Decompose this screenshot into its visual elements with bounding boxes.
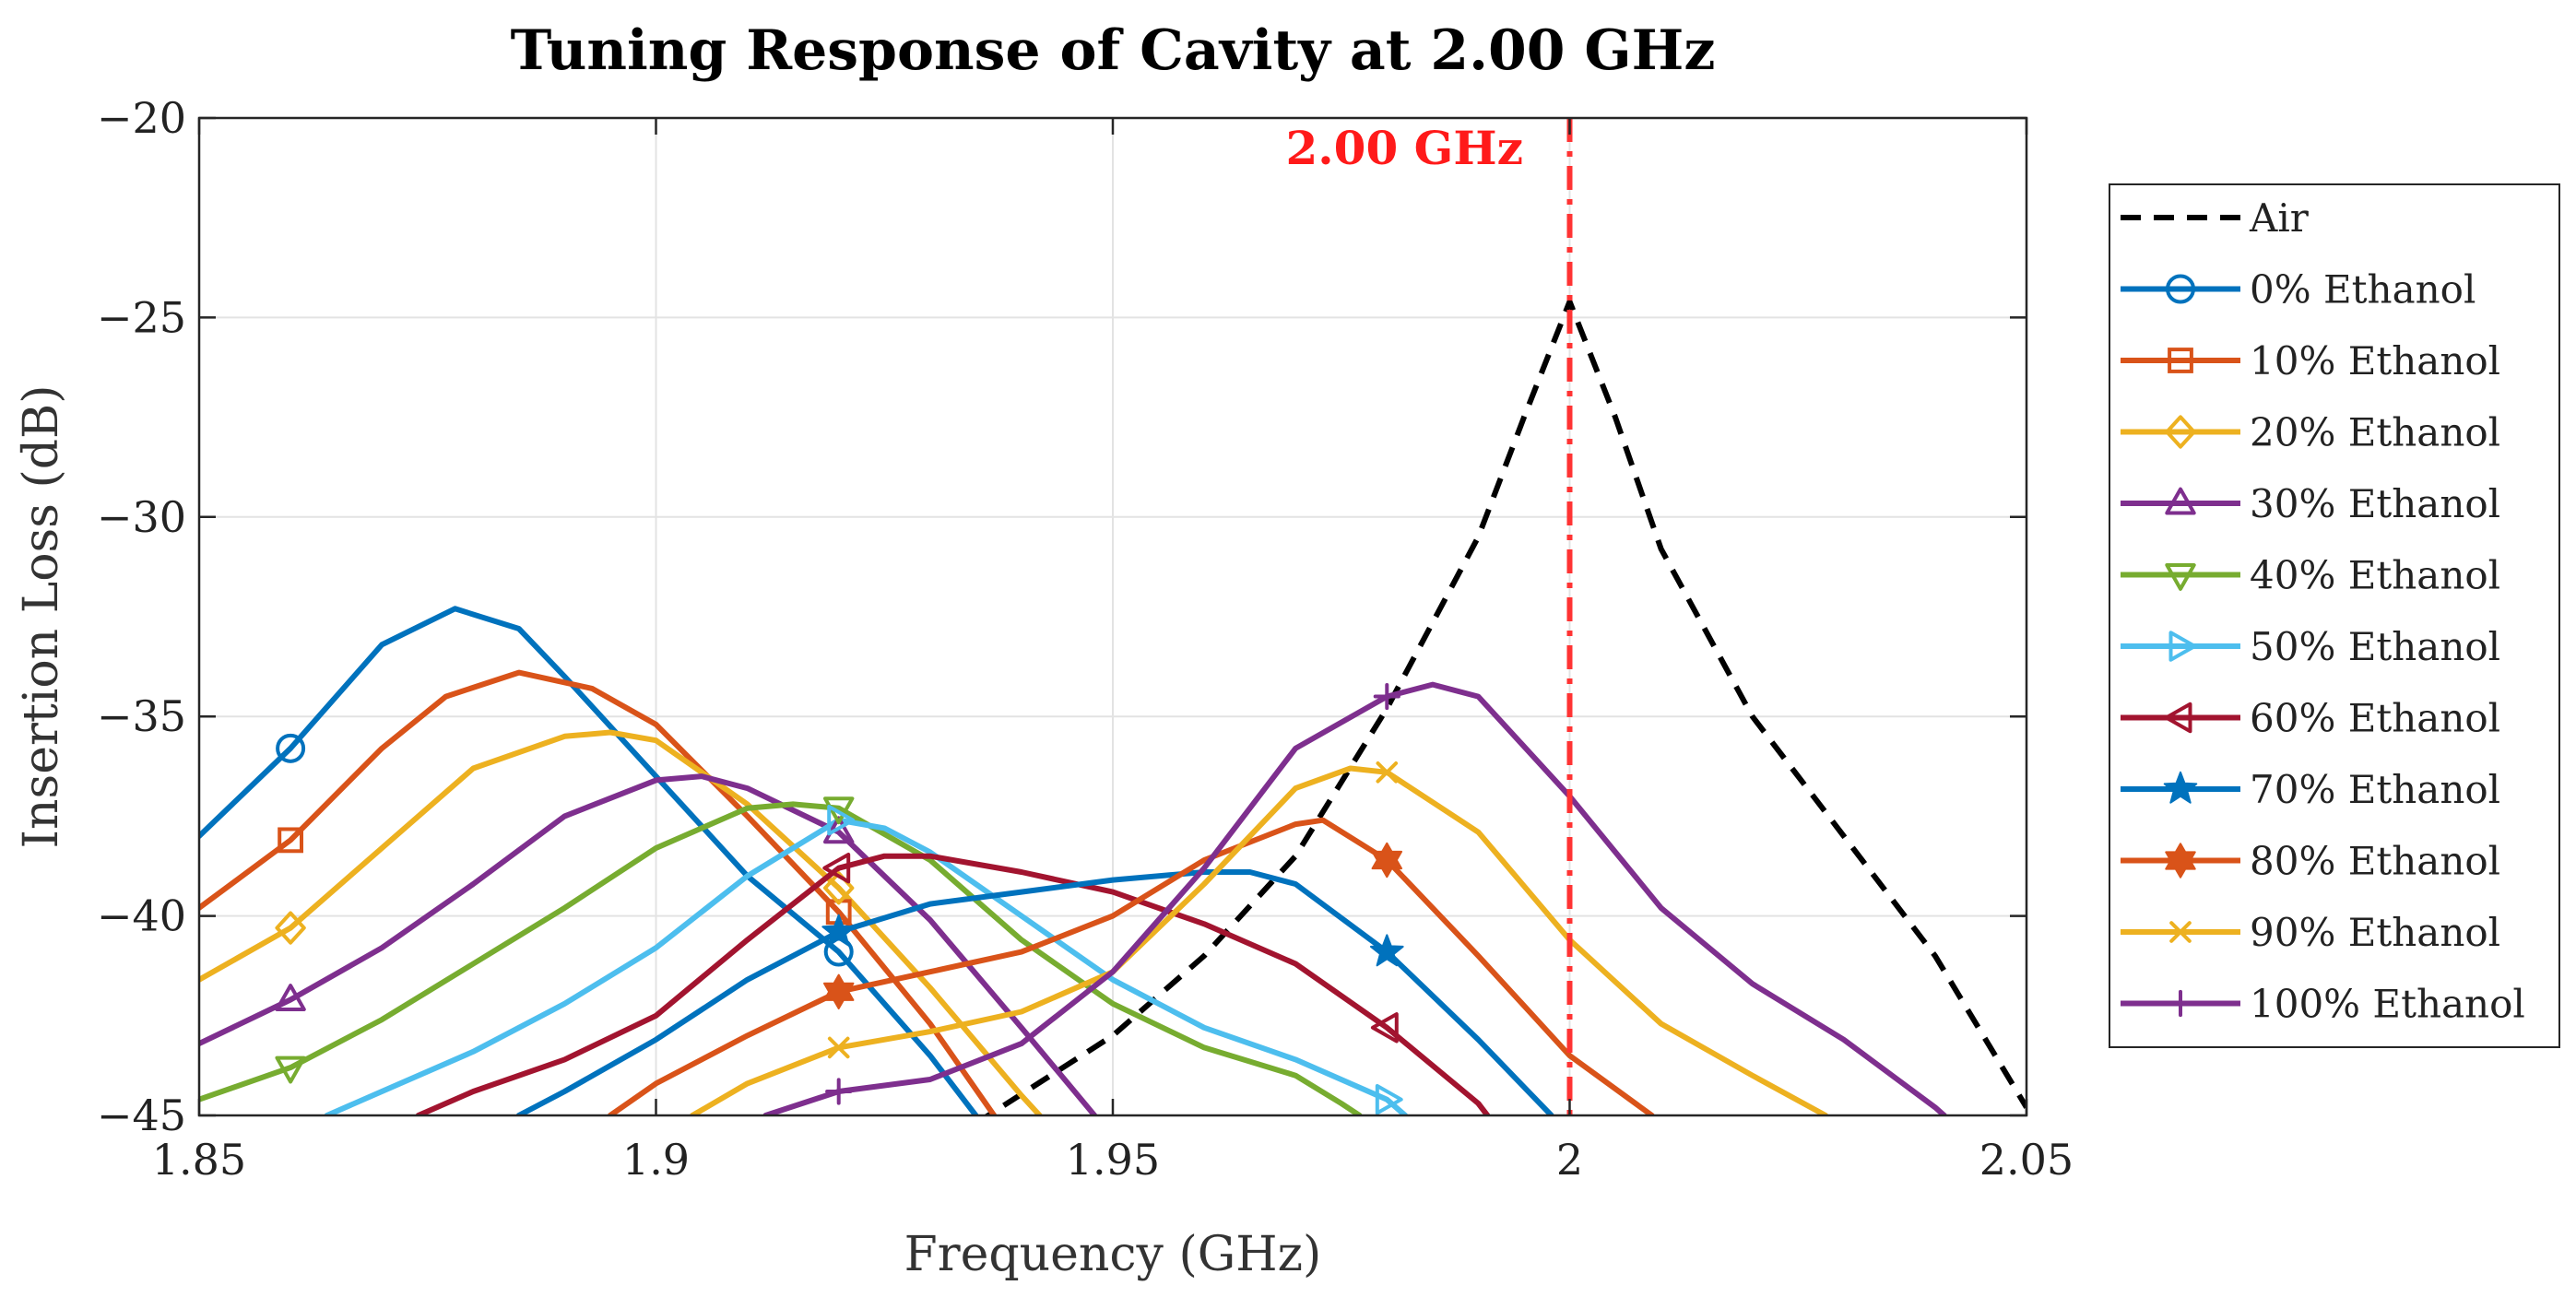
y-tick-label: −40 xyxy=(97,891,186,941)
legend-marker-80pct-ethanol xyxy=(2165,843,2196,879)
x-axis-label: Frequency (GHz) xyxy=(904,1227,1322,1282)
x-tick-label: 2 xyxy=(1556,1135,1583,1185)
legend-label-air: Air xyxy=(2249,195,2310,241)
series-line-90pct-ethanol xyxy=(690,765,1828,1115)
legend-marker-0pct-ethanol xyxy=(2166,274,2195,304)
legend: Air 0% Ethanol 10% Ethanol 20% Ethanol 30% E… xyxy=(2109,183,2560,1048)
x-tick-label: 1.95 xyxy=(1066,1135,1160,1185)
legend-marker-30pct-ethanol xyxy=(2165,487,2196,515)
legend-item-air: Air xyxy=(2121,195,2310,241)
legend-item-70pct-ethanol: 70% Ethanol xyxy=(2121,767,2500,812)
marker-90pct-ethanol xyxy=(1376,761,1399,784)
legend-marker-40pct-ethanol xyxy=(2165,563,2196,591)
marker-40pct-ethanol xyxy=(823,796,855,825)
legend-label-60pct-ethanol: 60% Ethanol xyxy=(2250,696,2500,741)
series-line-10pct-ethanol xyxy=(199,669,998,1115)
marker-80pct-ethanol xyxy=(1371,842,1403,879)
legend-box xyxy=(2109,183,2560,1048)
marker-20pct-ethanol xyxy=(275,911,306,945)
legend-marker-60pct-ethanol xyxy=(2164,702,2192,734)
x-tick-label: 1.9 xyxy=(622,1135,690,1185)
legend-item-50pct-ethanol: 50% Ethanol xyxy=(2121,624,2500,669)
series-line-50pct-ethanol xyxy=(324,817,1409,1115)
series-line-80pct-ethanol xyxy=(607,817,1655,1115)
marker-80pct-ethanol xyxy=(822,973,855,1010)
legend-item-100pct-ethanol: 100% Ethanol xyxy=(2121,982,2525,1027)
marker-40pct-ethanol xyxy=(275,1055,306,1084)
marker-70pct-ethanol xyxy=(1369,934,1404,967)
series-line-100pct-ethanol xyxy=(762,681,1947,1115)
legend-item-10pct-ethanol: 10% Ethanol xyxy=(2121,338,2500,383)
y-axis-ticks: −45 −40 −35 −30 −25 −20 xyxy=(97,93,2027,1140)
marker-50pct-ethanol xyxy=(1375,1083,1403,1115)
legend-label-90pct-ethanol: 90% Ethanol xyxy=(2250,910,2500,955)
legend-label-20pct-ethanol: 20% Ethanol xyxy=(2250,410,2500,455)
y-tick-label: −30 xyxy=(97,492,186,542)
y-tick-label: −25 xyxy=(97,292,186,342)
legend-item-60pct-ethanol: 60% Ethanol xyxy=(2121,696,2500,741)
legend-marker-50pct-ethanol xyxy=(2168,631,2197,662)
y-tick-label: −45 xyxy=(97,1091,186,1140)
y-tick-label: −20 xyxy=(97,93,186,143)
marker-30pct-ethanol xyxy=(275,984,306,1011)
series-line-40pct-ethanol xyxy=(199,801,1363,1115)
legend-item-30pct-ethanol: 30% Ethanol xyxy=(2121,481,2500,526)
legend-label-10pct-ethanol: 10% Ethanol xyxy=(2250,338,2500,383)
x-axis-ticks: 1.85 1.9 1.95 2 2.05 xyxy=(152,118,2074,1185)
legend-item-80pct-ethanol: 80% Ethanol xyxy=(2121,839,2500,884)
legend-label-80pct-ethanol: 80% Ethanol xyxy=(2250,839,2500,884)
legend-marker-100pct-ethanol xyxy=(2167,989,2194,1018)
series-line-60pct-ethanol xyxy=(415,853,1491,1115)
legend-label-30pct-ethanol: 30% Ethanol xyxy=(2250,481,2500,526)
legend-label-40pct-ethanol: 40% Ethanol xyxy=(2250,553,2500,598)
legend-item-20pct-ethanol: 20% Ethanol xyxy=(2121,410,2500,455)
marker-10pct-ethanol xyxy=(278,827,304,854)
legend-item-90pct-ethanol: 90% Ethanol xyxy=(2121,910,2500,955)
legend-label-70pct-ethanol: 70% Ethanol xyxy=(2250,767,2500,812)
series-markers xyxy=(275,682,1404,1115)
marker-100pct-ethanol xyxy=(1373,682,1400,711)
legend-marker-70pct-ethanol xyxy=(2163,771,2198,804)
legend-item-0pct-ethanol: 0% Ethanol xyxy=(2121,267,2476,313)
marker-90pct-ethanol xyxy=(827,1036,850,1059)
annotation-label: 2.00 GHz xyxy=(1285,121,1523,175)
series-lines xyxy=(199,299,2027,1115)
marker-0pct-ethanol xyxy=(276,733,306,763)
marker-70pct-ethanol xyxy=(821,914,857,947)
marker-30pct-ethanol xyxy=(823,816,855,844)
legend-item-40pct-ethanol: 40% Ethanol xyxy=(2121,553,2500,598)
x-tick-label: 1.85 xyxy=(152,1135,246,1185)
legend-label-50pct-ethanol: 50% Ethanol xyxy=(2250,624,2500,669)
legend-marker-10pct-ethanol xyxy=(2168,348,2193,373)
marker-50pct-ethanol xyxy=(827,805,856,836)
series-line-20pct-ethanol xyxy=(199,729,1043,1115)
legend-marker-90pct-ethanol xyxy=(2169,921,2192,943)
series-line-air xyxy=(983,299,2027,1115)
legend-marker-20pct-ethanol xyxy=(2165,415,2196,449)
legend-label-0pct-ethanol: 0% Ethanol xyxy=(2250,267,2476,313)
marker-60pct-ethanol xyxy=(822,852,851,884)
series-line-30pct-ethanol xyxy=(199,773,1098,1115)
y-axis-label: Insertion Loss (dB) xyxy=(14,384,69,848)
chart-title: Tuning Response of Cavity at 2.00 GHz xyxy=(511,18,1716,83)
legend-label-100pct-ethanol: 100% Ethanol xyxy=(2250,982,2525,1027)
series-line-70pct-ethanol xyxy=(515,869,1554,1115)
marker-60pct-ethanol xyxy=(1370,1012,1399,1044)
x-tick-label: 2.05 xyxy=(1979,1135,2074,1185)
y-tick-label: −35 xyxy=(97,691,186,741)
marker-100pct-ethanol xyxy=(825,1078,853,1105)
